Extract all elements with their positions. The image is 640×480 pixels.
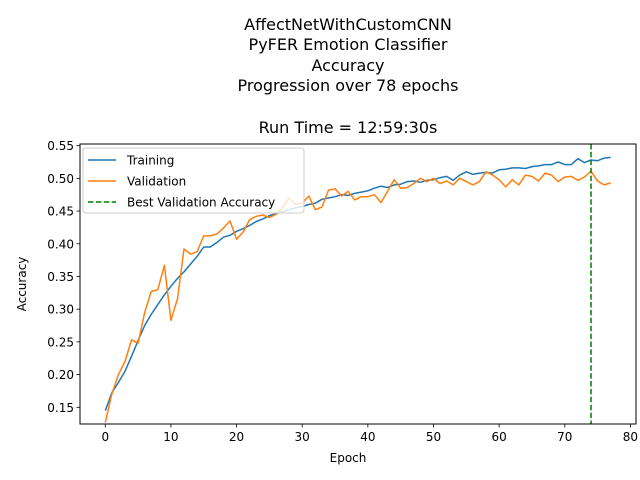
x-axis-ticks: 0 10 20 30 40 50 60 70 80 <box>101 424 638 444</box>
legend-label: Validation <box>127 175 186 189</box>
x-tick-label: 60 <box>491 430 506 444</box>
legend-frame <box>82 147 305 214</box>
y-tick-label: 0.25 <box>47 335 74 349</box>
chart-subtitle: Run Time = 12:59:30s <box>259 118 438 137</box>
x-tick-label: 40 <box>360 430 375 444</box>
y-axis-ticks: 0.15 0.20 0.25 0.30 0.35 0.40 0.45 0.50 0.55 <box>47 139 80 415</box>
x-tick-label: 70 <box>557 430 572 444</box>
x-tick-label: 0 <box>101 430 109 444</box>
x-axis-label: Epoch <box>330 451 367 465</box>
chart-title-line: Progression over 78 epochs <box>237 76 458 95</box>
series-group <box>104 144 611 424</box>
y-tick-label: 0.20 <box>47 368 74 382</box>
series-line-training <box>104 156 611 411</box>
x-tick-label: 80 <box>623 430 638 444</box>
chart-title-line: AffectNetWithCustomCNN <box>244 15 452 34</box>
x-tick-label: 10 <box>163 430 178 444</box>
y-axis-label: Accuracy <box>15 257 29 312</box>
x-tick-label: 20 <box>229 430 244 444</box>
chart-title-line: Accuracy <box>311 56 384 75</box>
y-tick-label: 0.45 <box>47 205 74 219</box>
y-tick-label: 0.35 <box>47 270 74 284</box>
y-tick-label: 0.40 <box>47 237 74 251</box>
x-tick-label: 30 <box>295 430 310 444</box>
legend: Training Validation Best Validation Accura… <box>82 147 305 214</box>
y-tick-label: 0.55 <box>47 139 74 153</box>
chart-title-line: PyFER Emotion Classifier <box>249 35 448 54</box>
plot-area-frame <box>79 143 637 425</box>
y-tick-label: 0.50 <box>47 172 74 186</box>
y-tick-label: 0.30 <box>47 303 74 317</box>
legend-label: Best Validation Accuracy <box>127 196 275 210</box>
legend-label: Training <box>126 154 174 168</box>
y-tick-label: 0.15 <box>47 401 74 415</box>
series-line-validation <box>104 170 611 423</box>
x-tick-label: 50 <box>426 430 441 444</box>
